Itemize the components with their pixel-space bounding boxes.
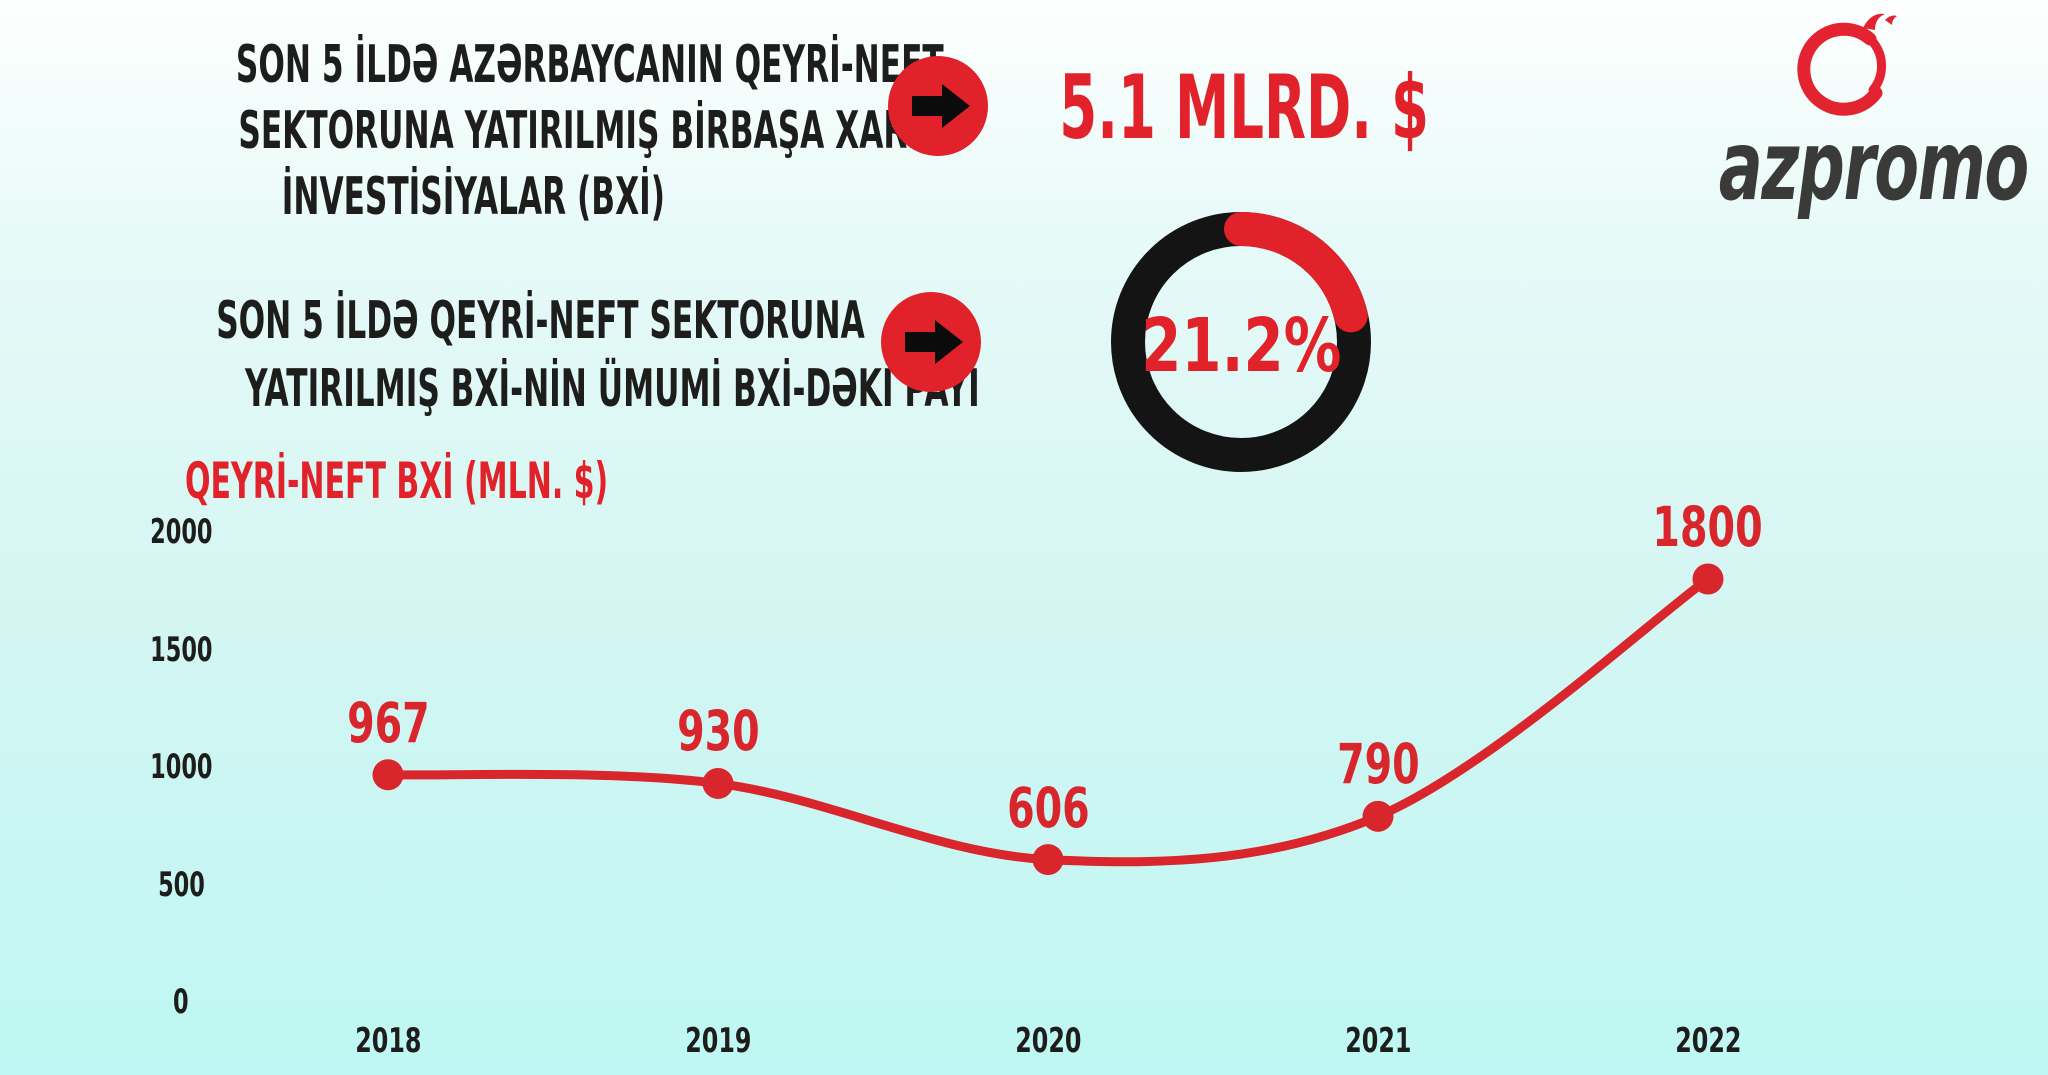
arrow-glyph bbox=[905, 320, 963, 364]
headline-line: SON 5 İLDƏ AZƏRBAYCANIN QEYRİ-NEFT bbox=[0, 32, 946, 98]
donut-gauge bbox=[1111, 212, 1371, 472]
data-point-label: 967 bbox=[346, 690, 430, 755]
headline-text: YATIRILMIŞ BXİ-NİN ÜMUMİ BXİ-DƏKİ PAYI bbox=[244, 359, 980, 419]
headline-line: YATIRILMIŞ BXİ-NİN ÜMUMİ BXİ-DƏKİ PAYI bbox=[0, 355, 980, 423]
y-axis-tick: 2000 bbox=[149, 512, 213, 552]
azpromo-logo bbox=[1797, 13, 1897, 116]
data-point-marker bbox=[1692, 563, 1724, 595]
chart-title: QEYRİ-NEFT BXİ (MLN. $) bbox=[185, 451, 890, 511]
data-point-label: 790 bbox=[1336, 732, 1420, 797]
logo-wordmark-text: azpromo bbox=[1718, 110, 2030, 222]
crown-flame-small bbox=[1885, 15, 1897, 25]
x-axis-label: 2021 bbox=[1344, 1021, 1412, 1061]
headline-text: SON 5 İLDƏ AZƏRBAYCANIN QEYRİ-NEFT bbox=[235, 35, 944, 95]
data-point-label: 930 bbox=[676, 699, 760, 764]
data-point-marker bbox=[1032, 844, 1064, 876]
headline-text: İNVESTİSİYALAR (BXİ) bbox=[281, 167, 665, 227]
stat-total-fdi-value: 5.1 MLRD. $ bbox=[1059, 56, 1429, 159]
data-point-label: 1800 bbox=[1652, 495, 1764, 559]
donut-percentage: 21.2% bbox=[1091, 306, 1391, 386]
arrow-glyph bbox=[912, 84, 970, 128]
data-point-marker bbox=[1362, 800, 1394, 832]
arrow-right-icon bbox=[888, 56, 988, 156]
y-axis-tick: 500 bbox=[157, 864, 205, 905]
y-axis-tick: 1500 bbox=[149, 629, 213, 670]
y-axis-tick: 1000 bbox=[149, 747, 213, 787]
data-point-marker bbox=[372, 759, 404, 791]
headline-line: SON 5 İLDƏ QEYRİ-NEFT SEKTORUNA bbox=[0, 287, 946, 355]
x-axis-label: 2019 bbox=[684, 1021, 752, 1061]
x-axis-label: 2020 bbox=[1014, 1021, 1082, 1061]
headline-block-1: SON 5 İLDƏ AZƏRBAYCANIN QEYRİ-NEFT SEKTO… bbox=[0, 32, 954, 230]
headline-text: SON 5 İLDƏ QEYRİ-NEFT SEKTORUNA bbox=[216, 291, 865, 351]
donut-progress-arc bbox=[1111, 212, 1371, 472]
headline-line: İNVESTİSİYALAR (BXİ) bbox=[0, 164, 946, 230]
x-axis-label: 2018 bbox=[354, 1021, 422, 1061]
donut-percentage-value: 21.2% bbox=[1140, 303, 1342, 389]
y-axis-tick: 0 bbox=[173, 982, 189, 1022]
stat-total-fdi: 5.1 MLRD. $ bbox=[944, 62, 1544, 154]
x-axis-label: 2022 bbox=[1674, 1021, 1742, 1061]
headline-block-2: SON 5 İLDƏ QEYRİ-NEFT SEKTORUNA YATIRILM… bbox=[0, 287, 980, 423]
pomegranate-swirl-icon bbox=[1797, 13, 1897, 116]
arrow-right-icon bbox=[881, 292, 981, 392]
data-point-marker bbox=[702, 767, 734, 799]
headline-text: SEKTORUNA YATIRILMIŞ BİRBAŞA XARİCİ bbox=[238, 101, 954, 161]
headline-line: SEKTORUNA YATIRILMIŞ BİRBAŞA XARİCİ bbox=[0, 98, 953, 164]
crown-flame bbox=[1863, 13, 1885, 30]
series-line bbox=[383, 574, 1713, 867]
data-points bbox=[372, 563, 1724, 876]
logo-wordmark: azpromo bbox=[1646, 116, 2046, 216]
chart-title-text: QEYRİ-NEFT BXİ (MLN. $) bbox=[185, 452, 609, 510]
data-point-label: 606 bbox=[1006, 775, 1090, 840]
